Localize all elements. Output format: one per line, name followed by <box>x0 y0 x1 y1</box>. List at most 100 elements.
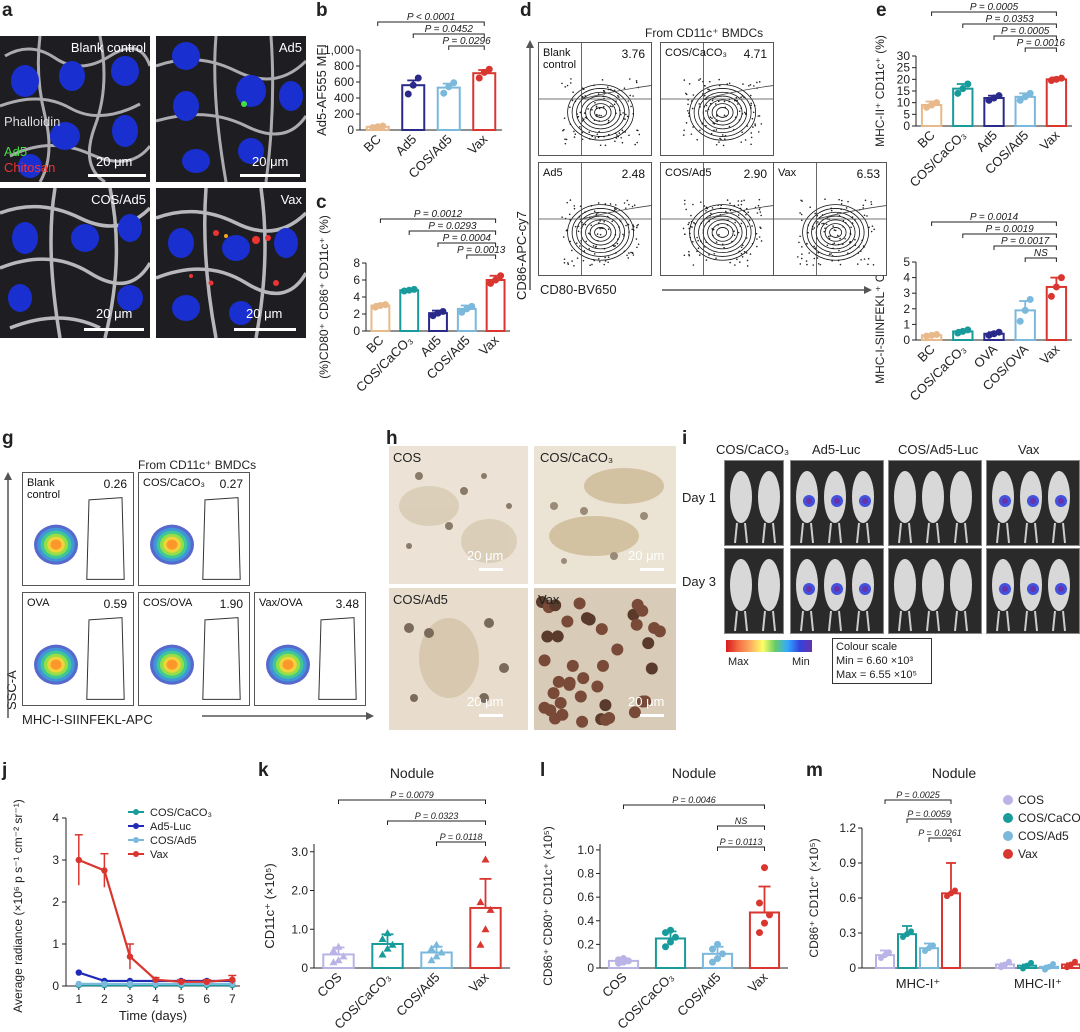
mouse-leg <box>856 522 860 544</box>
scale-bar-label: 20 μm <box>96 306 133 321</box>
event-dot <box>685 92 687 95</box>
y-tick-label: 2 <box>903 302 910 316</box>
stained-nucleus <box>599 699 612 712</box>
chart-m: 0 0.3 0.6 0.9 1.2 MHC-I⁺ MHC-II⁺ P = 0.0025 P = … <box>807 765 1080 991</box>
event-dot <box>722 144 725 147</box>
bar <box>399 289 420 332</box>
data-point <box>761 864 768 872</box>
data-point <box>995 328 1003 336</box>
ivis-image <box>888 548 982 634</box>
event-dot <box>760 123 763 125</box>
stained-nucleus <box>552 675 565 688</box>
event-dot <box>566 201 568 204</box>
category-label: Vax <box>745 969 771 995</box>
event-dot <box>598 260 601 263</box>
significance-bracket <box>466 254 497 259</box>
event-dot <box>598 114 600 117</box>
event-dot <box>758 208 761 211</box>
data-point <box>440 89 448 97</box>
density-blob <box>166 539 178 550</box>
flow-g-xlabel: MHC-I-SIINFEKL-APC <box>22 712 153 727</box>
event-dot <box>562 236 565 238</box>
legend-marker <box>133 823 139 829</box>
flow-g-header: From CD11c⁺ BMDCs <box>138 458 257 472</box>
mouse-leg <box>1024 610 1028 632</box>
mouse-leg <box>1034 522 1038 544</box>
event-dot <box>823 230 826 233</box>
data-point <box>485 65 493 73</box>
mouse-leg <box>954 610 958 632</box>
luminescence-signal <box>834 498 840 504</box>
x-tick-label: 7 <box>229 992 236 1006</box>
event-dot <box>618 96 620 98</box>
event-dot <box>604 144 607 147</box>
p-value: P < 0.0001 <box>407 12 455 23</box>
data-point <box>414 74 422 82</box>
event-dot <box>687 223 690 226</box>
y-tick-label: 6 <box>353 273 360 287</box>
event-dot <box>759 211 762 213</box>
event-dot <box>618 132 621 134</box>
event-dot <box>617 94 619 97</box>
chart-j: 0 1 2 3 4 1 2 3 4 5 6 7 COS/CaCO₃ Ad5-Luc COS/Ad5 Vax Ti… <box>11 799 240 1023</box>
panel-letter-b: b <box>316 0 328 21</box>
data-point <box>620 955 627 963</box>
event-dot <box>588 247 591 250</box>
y-tick-label: 400 <box>334 91 354 105</box>
category-label: Vax <box>1037 127 1063 153</box>
mouse-leg <box>734 610 738 632</box>
p-value: P = 0.0079 <box>390 790 433 800</box>
data-point <box>75 980 82 988</box>
ivis-image-svg <box>992 559 1070 632</box>
legend-marker <box>133 837 139 843</box>
data-point <box>709 958 716 966</box>
p-value: P = 0.0118 <box>440 832 483 842</box>
event-dot <box>613 209 616 212</box>
micrograph-label: Ad5 <box>278 40 302 55</box>
event-dot <box>854 238 856 241</box>
flow-plot-label: Blank control <box>27 477 61 501</box>
panel-letter-l: l <box>540 760 546 781</box>
event-dot <box>737 231 740 234</box>
event-dot <box>597 257 600 260</box>
legend-label: COS/CaCO₃ <box>1018 811 1080 825</box>
mouse-leg <box>734 522 738 544</box>
event-dot <box>800 257 803 260</box>
data-point <box>930 942 936 949</box>
data-point <box>468 302 476 310</box>
contour-line <box>815 215 856 250</box>
stained-nucleus <box>563 678 576 691</box>
bar <box>941 892 961 969</box>
event-dot <box>740 222 743 225</box>
event-dot <box>682 134 685 136</box>
event-dot <box>635 80 638 82</box>
event-dot <box>579 111 582 114</box>
stained-nucleus <box>551 630 564 643</box>
stained-nucleus <box>653 625 666 638</box>
data-point <box>381 301 389 309</box>
p-value: P = 0.0296 <box>442 36 491 47</box>
event-dot <box>687 103 689 106</box>
event-dot <box>737 214 740 216</box>
event-dot <box>698 254 701 256</box>
event-dot <box>628 134 630 137</box>
luminescence-signal <box>1002 586 1008 592</box>
ihc-label: Vax <box>538 592 560 607</box>
flow-d-axes-arrows <box>526 40 872 294</box>
y-axis-label: CD86⁺ CD80⁺ CD11c⁺ (×10⁵) <box>541 826 555 985</box>
category-label: Vax <box>465 131 491 157</box>
luminescence-signal <box>1002 498 1008 504</box>
y-tick-label: 0.2 <box>577 937 594 951</box>
event-dot <box>595 213 598 215</box>
event-dot <box>800 199 802 202</box>
mouse-leg <box>772 522 776 544</box>
significance-bracket <box>931 221 1057 226</box>
event-dot <box>817 262 820 265</box>
event-dot <box>847 200 849 203</box>
event-dot <box>594 137 597 139</box>
stained-nucleus <box>554 696 567 709</box>
event-dot <box>597 136 600 139</box>
event-dot <box>599 227 601 230</box>
event-dot <box>705 104 708 107</box>
data-point <box>476 940 485 948</box>
